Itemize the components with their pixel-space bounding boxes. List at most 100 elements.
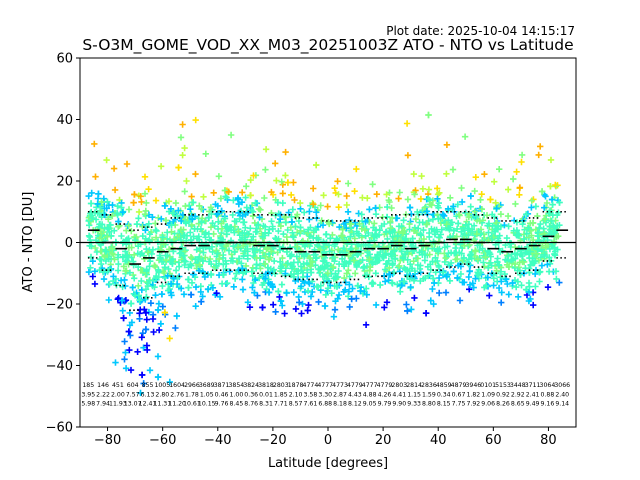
scatter-point — [436, 289, 443, 297]
scatter-point — [214, 240, 221, 247]
scatter-point — [233, 270, 240, 277]
scatter-point — [436, 234, 443, 241]
scatter-point — [548, 217, 555, 225]
scatter-point — [412, 215, 420, 223]
scatter-point — [556, 279, 563, 286]
scatter-point — [299, 300, 306, 308]
scatter-point — [145, 220, 152, 227]
scatter-point — [473, 230, 480, 238]
scatter-point — [214, 250, 221, 257]
scatter-point — [481, 171, 488, 178]
scatter-point — [262, 275, 269, 282]
scatter-point — [257, 206, 264, 213]
band-stat-label: 4777 — [362, 382, 378, 389]
scatter-point — [89, 273, 96, 280]
band-stat-label: 1604 — [169, 382, 185, 389]
scatter-point — [406, 204, 414, 211]
scatter-point — [551, 244, 558, 252]
scatter-point — [358, 225, 365, 232]
band-stat-label: 9.06 — [481, 400, 495, 407]
scatter-point — [190, 199, 197, 206]
scatter-point — [473, 213, 480, 220]
scatter-point — [105, 216, 112, 223]
scatter-point — [289, 233, 297, 240]
scatter-point — [455, 220, 462, 227]
scatter-point — [135, 282, 142, 289]
scatter-point — [476, 217, 483, 225]
scatter-point — [431, 228, 438, 235]
scatter-point — [259, 233, 266, 240]
scatter-point — [513, 251, 521, 258]
scatter-point — [450, 203, 457, 210]
scatter-point — [442, 289, 450, 296]
scatter-point — [461, 133, 469, 140]
scatter-point — [374, 251, 381, 258]
scatter-point — [270, 301, 277, 308]
scatter-point — [251, 289, 258, 296]
scatter-point — [93, 204, 100, 211]
scatter-point — [352, 270, 359, 277]
band-stat-label: 1.78 — [185, 391, 199, 398]
scatter-point — [293, 267, 300, 275]
scatter-point — [404, 152, 412, 159]
scatter-point — [157, 320, 164, 327]
scatter-point — [549, 212, 556, 219]
scatter-point — [358, 211, 365, 218]
scatter-point — [244, 209, 251, 216]
scatter-point — [484, 274, 491, 281]
scatter-point — [471, 208, 478, 215]
scatter-point — [238, 260, 245, 267]
scatter-point — [253, 261, 260, 268]
scatter-point — [404, 307, 411, 315]
scatter-point — [491, 213, 498, 220]
scatter-point — [119, 240, 126, 247]
scatter-point — [491, 178, 498, 185]
scatter-point — [138, 198, 145, 206]
scatter-point — [480, 259, 487, 266]
scatter-point — [310, 185, 317, 192]
scatter-point — [352, 258, 359, 265]
scatter-point — [300, 228, 308, 235]
scatter-point — [86, 233, 94, 241]
scatter-point — [120, 314, 127, 322]
band-stat-label: 7.92 — [466, 400, 480, 407]
band-stat-label: 1.09 — [481, 391, 495, 398]
scatter-point — [450, 227, 457, 234]
scatter-point — [143, 267, 150, 274]
scatter-point — [304, 287, 312, 295]
scatter-point — [287, 271, 295, 278]
scatter-point — [398, 281, 405, 289]
scatter-point — [130, 261, 137, 269]
scatter-point — [305, 226, 312, 233]
scatter-point — [161, 309, 168, 316]
scatter-point — [467, 192, 474, 200]
scatter-point — [256, 274, 263, 282]
scatter-point — [342, 219, 349, 226]
scatter-point — [210, 189, 217, 196]
scatter-point — [379, 240, 387, 247]
scatter-point — [515, 264, 522, 271]
scatter-point — [230, 283, 237, 290]
scatter-point — [137, 251, 144, 258]
scatter-point — [196, 202, 203, 209]
scatter-point — [525, 297, 533, 305]
scatter-point — [138, 334, 145, 341]
scatter-point — [242, 194, 249, 201]
scatter-point — [383, 191, 390, 198]
scatter-point — [159, 303, 166, 310]
band-stat-label: 9.76 — [215, 400, 229, 407]
scatter-point — [154, 353, 162, 360]
scatter-point — [366, 267, 373, 274]
scatter-point — [335, 246, 342, 253]
scatter-point — [327, 235, 334, 242]
scatter-point — [114, 267, 122, 274]
scatter-point — [420, 235, 428, 243]
scatter-point — [425, 272, 432, 280]
scatter-point — [375, 231, 383, 239]
scatter-point — [483, 212, 491, 219]
scatter-point — [293, 253, 300, 260]
scatter-point — [297, 199, 304, 207]
scatter-point — [278, 281, 286, 288]
scatter-point — [103, 205, 110, 212]
scatter-point — [423, 221, 430, 228]
